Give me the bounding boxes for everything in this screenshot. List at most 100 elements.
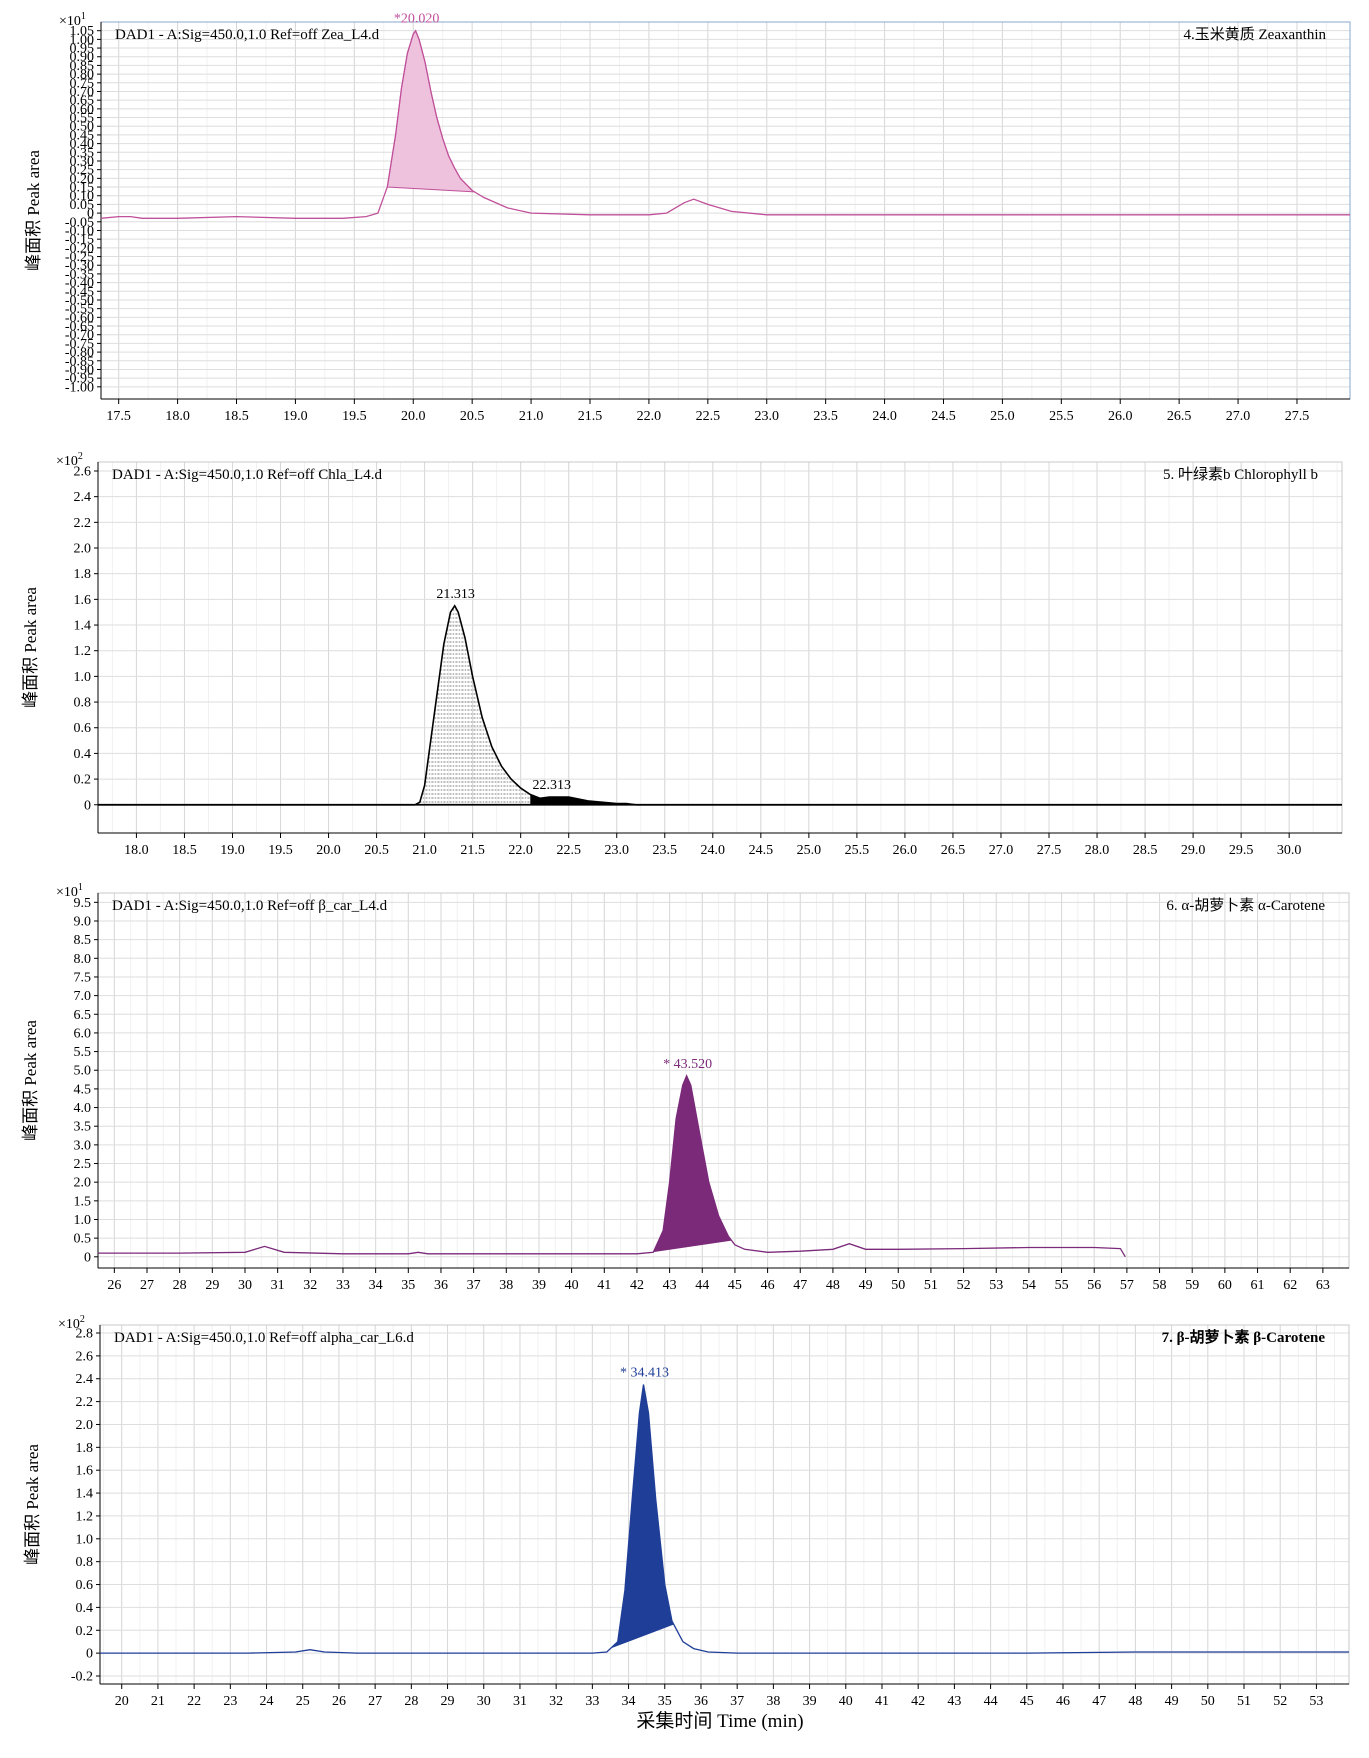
x-tick-label: 53 xyxy=(989,1278,1003,1293)
x-tick-label: 26 xyxy=(332,1694,346,1709)
x-tick-label: 29.5 xyxy=(1229,843,1254,858)
y-tick-label: 4.5 xyxy=(74,1082,92,1097)
y-tick-label: 2.0 xyxy=(74,1176,92,1191)
x-tick-label: 44 xyxy=(984,1694,998,1709)
chromatogram-trace xyxy=(98,604,1342,806)
y-tick-label: 0.8 xyxy=(76,1555,94,1570)
x-tick-label: 22.0 xyxy=(637,409,662,424)
x-tick-label: 19.5 xyxy=(268,843,293,858)
x-tick-label: 50 xyxy=(1201,1694,1215,1709)
y-tick-label: 1.6 xyxy=(74,593,92,608)
x-axis-label: 采集时间 Time (min) xyxy=(636,1711,804,1732)
y-axis-label: 峰面积 Peak area xyxy=(23,1444,42,1565)
x-tick-label: 48 xyxy=(1128,1694,1142,1709)
peak-label: * 43.520 xyxy=(663,1057,712,1072)
x-tick-label: 24.0 xyxy=(701,843,726,858)
y-tick-label: 2.6 xyxy=(74,464,92,479)
y-tick-label: 0.25 xyxy=(70,163,95,178)
y-tick-label: 0.45 xyxy=(70,128,95,143)
y-tick-label: 2.5 xyxy=(74,1157,92,1172)
y-tick-label: 0.80 xyxy=(70,68,95,83)
x-tick-label: 31 xyxy=(271,1278,285,1293)
x-tick-label: 28.0 xyxy=(1085,843,1110,858)
compound-label: 4.玉米黄质 Zeaxanthin xyxy=(1184,26,1327,43)
y-tick-label: 0.2 xyxy=(74,773,92,788)
y-tick-label: 0.75 xyxy=(70,76,95,91)
chart-panel-3: 9.5 9.0 8.5 8.0 7.5 7.0 6.5 6.0 5.5 5.0 4.5 4.0 3.5 3… xyxy=(21,882,1350,1293)
x-tick-label: 27.0 xyxy=(989,843,1014,858)
integration-area xyxy=(386,29,475,193)
compound-label: 5. 叶绿素b Chlorophyll b xyxy=(1163,466,1318,483)
y-scale-exponent: 2 xyxy=(78,451,83,462)
x-tick-label: 18.0 xyxy=(165,409,190,424)
x-tick-label: 26.0 xyxy=(893,843,918,858)
y-tick-label: 0 xyxy=(84,1250,91,1265)
x-tick-label: 26.5 xyxy=(1167,409,1192,424)
x-tick-label: 59 xyxy=(1185,1278,1199,1293)
x-tick-label: 40 xyxy=(565,1278,579,1293)
y-tick-label: -0.60 xyxy=(65,311,94,326)
x-tick-label: 21.5 xyxy=(578,409,603,424)
x-tick-label: 25.0 xyxy=(797,843,822,858)
x-tick-label: 41 xyxy=(597,1278,611,1293)
y-tick-label: -0.15 xyxy=(65,233,94,248)
y-tick-label: 1.0 xyxy=(74,670,92,685)
chart-panel-4: 2.8 2.6 2.4 2.2 2.0 1.8 1.6 1.4 1.2 1.0 0.8 0.6 0.4 0… xyxy=(23,1314,1350,1709)
y-tick-label: 0.20 xyxy=(70,172,95,187)
x-tick-label: 42 xyxy=(630,1278,644,1293)
y-tick-label: 9.0 xyxy=(74,914,92,929)
y-scale-base: ×10 xyxy=(56,885,78,900)
y-tick-label: 5.5 xyxy=(74,1045,92,1060)
integration-area xyxy=(419,605,531,805)
x-tick-label: 20.0 xyxy=(401,409,426,424)
y-tick-label: 1.05 xyxy=(70,24,95,39)
x-tick-label: 18.0 xyxy=(124,843,149,858)
y-tick-label: 2.0 xyxy=(74,542,92,557)
y-tick-label: 0.40 xyxy=(70,137,95,152)
x-tick-label: 32 xyxy=(303,1278,317,1293)
x-tick-label: 25.5 xyxy=(845,843,870,858)
y-scale-factor: ×102 xyxy=(58,1314,85,1332)
x-tick-label: 19.5 xyxy=(342,409,367,424)
x-tick-label: 23.0 xyxy=(604,843,629,858)
y-tick-label: -0.75 xyxy=(65,337,94,352)
y-tick-label: 0.60 xyxy=(70,102,95,117)
x-tick-label: 22.5 xyxy=(556,843,581,858)
x-tick-label: 42 xyxy=(911,1694,925,1709)
x-tick-label: 24.0 xyxy=(872,409,897,424)
y-tick-label: 2.4 xyxy=(74,490,92,505)
x-tick-label: 36 xyxy=(434,1278,448,1293)
x-tick-label: 43 xyxy=(947,1694,961,1709)
x-tick-label: 50 xyxy=(891,1278,905,1293)
x-tick-label: 61 xyxy=(1251,1278,1265,1293)
plot-frame xyxy=(97,461,1343,834)
chromatogram-trace xyxy=(100,1384,1349,1654)
x-tick-label: 49 xyxy=(1165,1694,1179,1709)
x-tick-label: 58 xyxy=(1153,1278,1167,1293)
y-tick-label: 2.2 xyxy=(74,516,92,531)
x-tick-label: 30 xyxy=(477,1694,491,1709)
y-tick-label: 6.5 xyxy=(74,1008,92,1023)
x-tick-label: 19.0 xyxy=(220,843,245,858)
x-tick-label: 51 xyxy=(924,1278,938,1293)
x-tick-label: 24.5 xyxy=(749,843,774,858)
y-tick-label: -0.55 xyxy=(65,302,94,317)
x-tick-label: 27.5 xyxy=(1285,409,1310,424)
y-tick-label: -0.85 xyxy=(65,354,94,369)
x-tick-label: 43 xyxy=(663,1278,677,1293)
x-tick-label: 29 xyxy=(205,1278,219,1293)
y-axis-label: 峰面积 Peak area xyxy=(21,1020,40,1141)
x-tick-label: 37 xyxy=(730,1694,744,1709)
y-scale-factor: ×101 xyxy=(56,882,83,900)
run-header: DAD1 - A:Sig=450.0,1.0 Ref=off alpha_car… xyxy=(114,1330,414,1346)
x-tick-label: 23.5 xyxy=(653,843,678,858)
y-tick-label: -0.95 xyxy=(65,372,94,387)
x-tick-label: 30.0 xyxy=(1277,843,1302,858)
x-tick-label: 52 xyxy=(1273,1694,1287,1709)
x-tick-label: 18.5 xyxy=(224,409,249,424)
y-tick-label: 1.4 xyxy=(76,1487,94,1502)
y-tick-label: 0.55 xyxy=(70,111,95,126)
y-tick-label: 8.5 xyxy=(74,933,92,948)
x-tick-label: 63 xyxy=(1316,1278,1330,1293)
